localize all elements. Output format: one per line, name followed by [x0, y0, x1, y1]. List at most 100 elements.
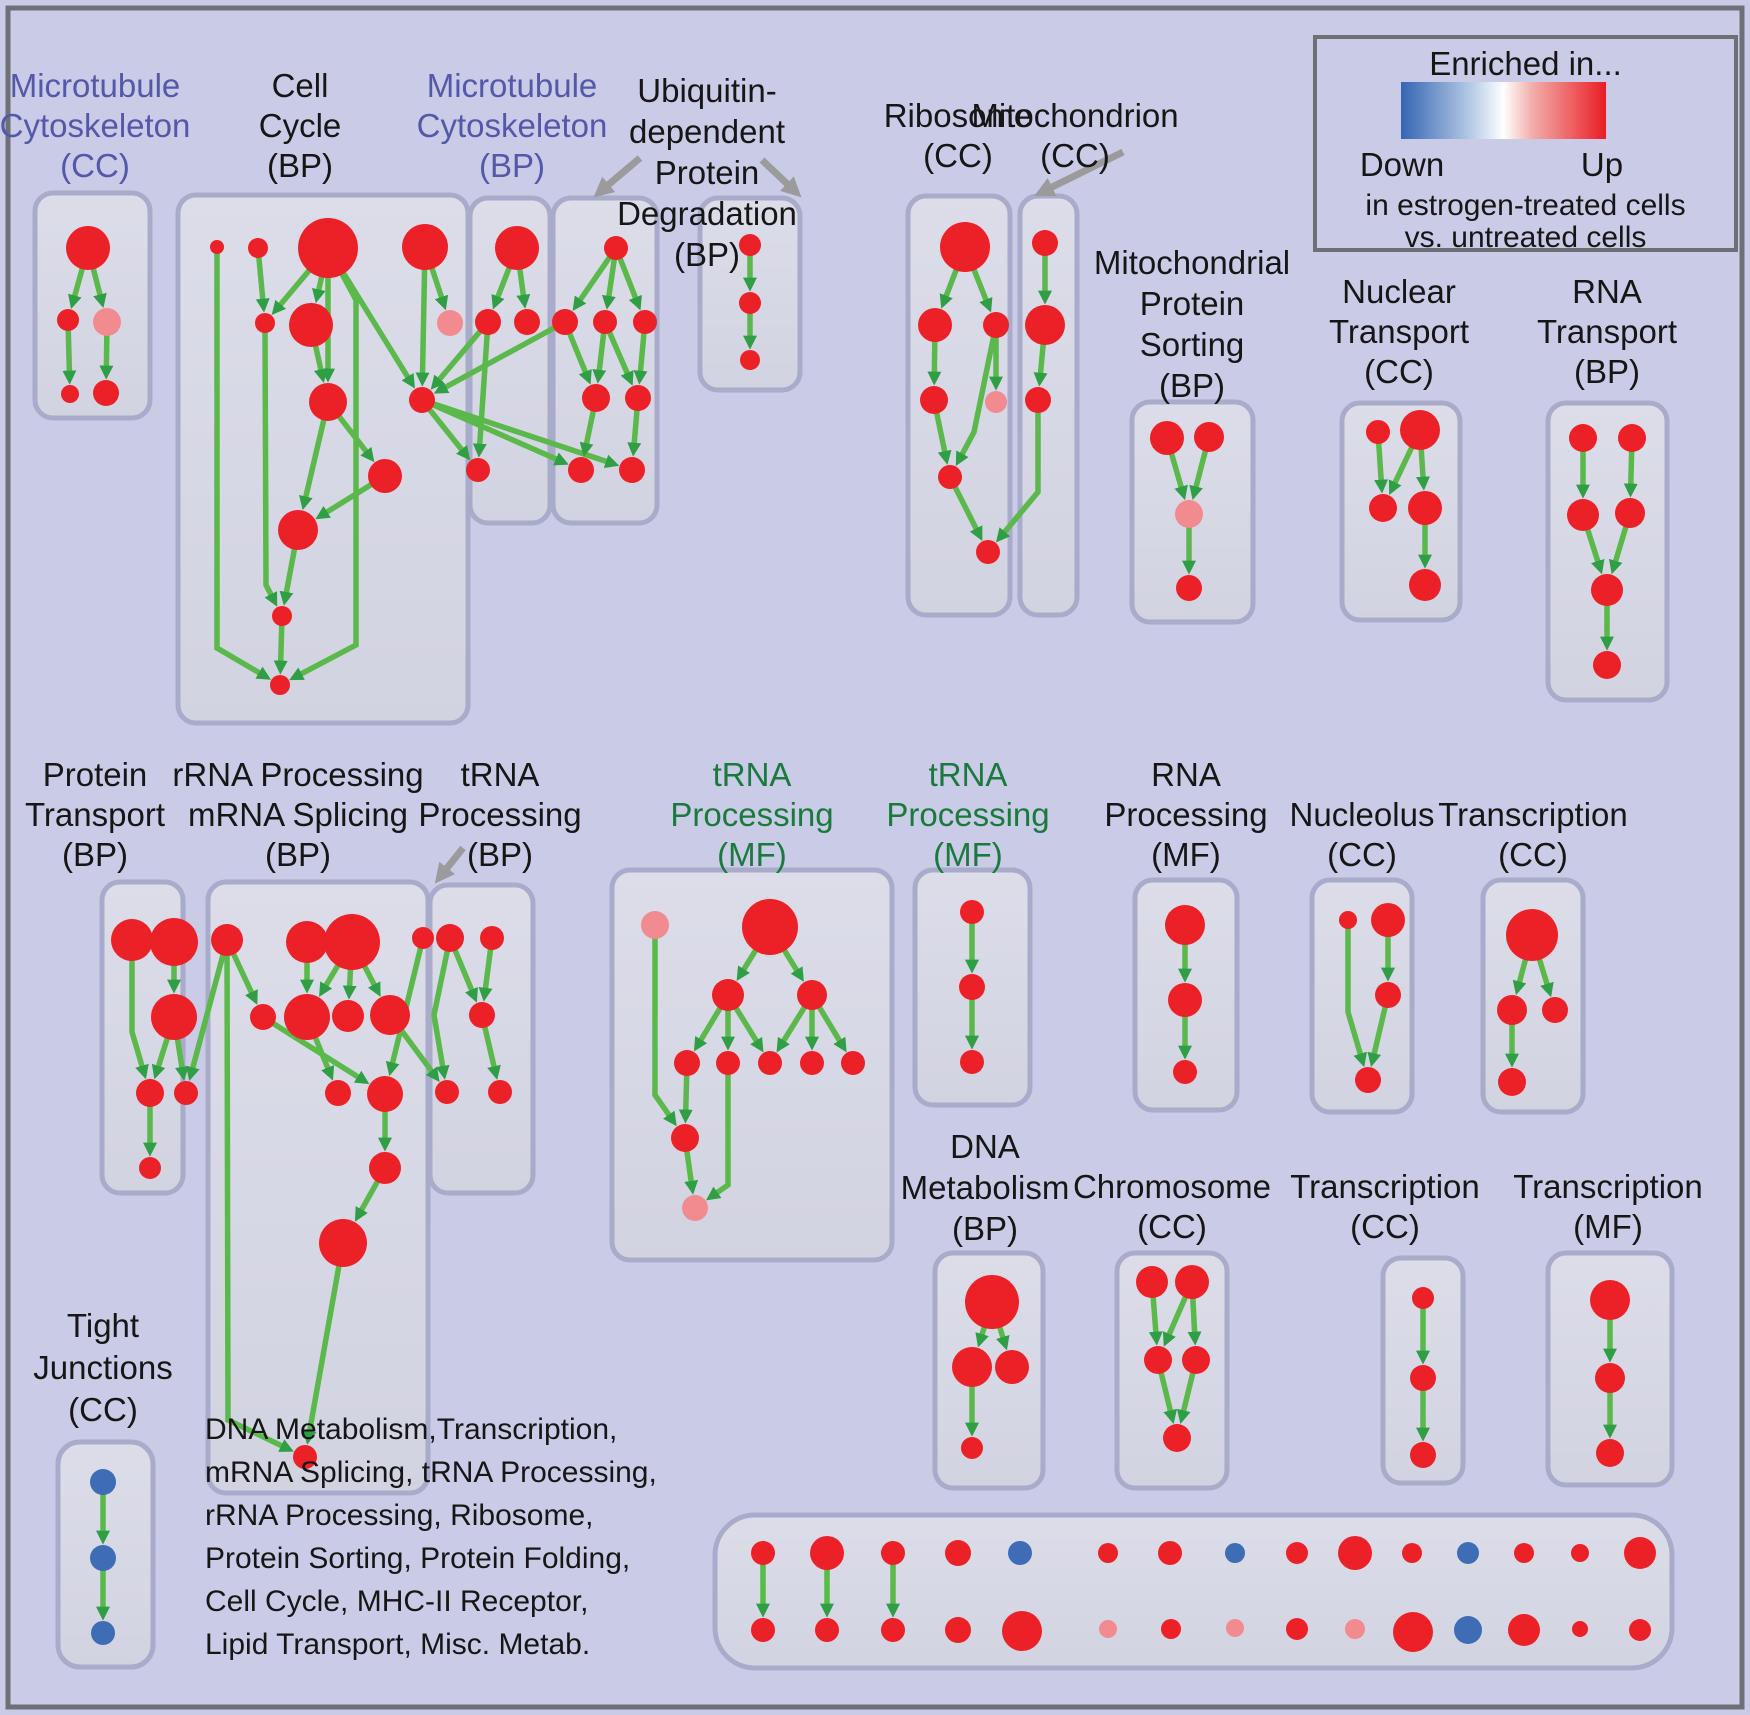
node-ribo_g [976, 540, 1000, 564]
label-chromosome-cc-line: (CC) [1137, 1208, 1207, 1245]
node-bb7b [1161, 1619, 1181, 1639]
edge-tb_a-tb_d [431, 937, 453, 1080]
node-rnat_b [1618, 424, 1646, 452]
node-mps_b [1194, 422, 1224, 452]
edge-ribo_c-ribo_f [955, 324, 999, 467]
legend-subtitle-1: in estrogen-treated cells [1365, 189, 1686, 222]
node-bb13t [1514, 1543, 1534, 1563]
box-microtubule-bp [467, 195, 553, 526]
node-bb14b [1572, 1621, 1588, 1637]
node-mtbp_c [514, 309, 540, 335]
node-mtcc_a [66, 226, 110, 270]
node-t3_b [1410, 1365, 1436, 1391]
label-mitochondrion-cc-line: Mitochondrion [971, 97, 1179, 134]
node-mtcc_d [61, 385, 79, 403]
edge-tm_pa-tm_low [652, 925, 677, 1127]
node-tm2_b [959, 974, 985, 1000]
node-rnat_d [1615, 498, 1645, 528]
label-rrna-processing-mrna-splicing-bp-line: (BP) [264, 836, 331, 873]
node-rr_n [332, 1000, 364, 1032]
node-mtbp_b [475, 309, 501, 335]
node-ubi2_b [739, 292, 761, 314]
node-bb9b [1286, 1618, 1308, 1640]
label-misc-groups-line: rRNA Processing, Ribosome, [205, 1499, 594, 1532]
label-transcription-cc-bottom-line: (CC) [1350, 1208, 1420, 1245]
node-bb14t [1571, 1544, 1589, 1562]
node-mito_b [1025, 305, 1065, 345]
label-rrna-processing-mrna-splicing-bp-line: mRNA Splicing [187, 796, 409, 833]
label-microtubule-cytoskeleton-cc-line: (CC) [60, 147, 130, 184]
label-misc-groups-line: mRNA Splicing, tRNA Processing, [205, 1456, 657, 1489]
label-trna-processing-bp-line: tRNA [460, 756, 540, 793]
node-rr_s [319, 1219, 367, 1267]
node-rr_r [369, 1152, 401, 1184]
node-bb12t [1457, 1542, 1479, 1564]
node-tm_mr [797, 980, 827, 1010]
node-ribo_f [938, 465, 962, 489]
node-t2_d [1498, 1068, 1526, 1096]
node-cc_e [255, 313, 275, 333]
label-rna-processing-mf-line: RNA [1151, 756, 1221, 793]
label-transcription-mf: Transcription (MF) [1513, 1167, 1703, 1247]
node-mito_c [1025, 387, 1051, 413]
node-tm_b4 [800, 1051, 824, 1075]
edge-rr_j-rr_q [385, 937, 426, 1077]
label-trna-processing-mf-2-line: (MF) [933, 836, 1003, 873]
node-t3_a [1412, 1287, 1434, 1309]
node-tm2_c [960, 1050, 984, 1074]
label-misc-groups: DNA Metabolism,Transcription, mRNA Splici… [205, 1408, 657, 1666]
node-nuct_e [1409, 569, 1441, 601]
label-mitochondrial-protein-sorting-bp: Mitochondrial Protein Sorting (BP) [1094, 242, 1290, 406]
label-rrna-processing-mrna-splicing-bp-line: rRNA Processing [172, 756, 424, 793]
label-rna-processing-mf: RNA Processing (MF) [1104, 755, 1267, 875]
label-transcription-cc-bottom: Transcription (CC) [1290, 1167, 1480, 1247]
label-nucleolus-cc-line: Nucleolus [1289, 796, 1435, 833]
node-rnat_c [1567, 499, 1599, 531]
node-nl_a [1339, 911, 1357, 929]
label-cell-cycle-bp: Cell Cycle (BP) [259, 66, 342, 186]
label-cell-cycle-bp-line: Cell [271, 67, 329, 104]
node-cc_l [270, 675, 290, 695]
node-bb3b [881, 1618, 905, 1642]
node-pt_a [111, 919, 153, 961]
label-rrna-processing-mrna-splicing-bp: rRNA Processing mRNA Splicing (BP) [172, 755, 423, 875]
node-ribo_d [920, 386, 948, 414]
label-dna-metabolism-bp: DNA Metabolism (BP) [901, 1126, 1070, 1249]
label-nuclear-transport-cc: Nuclear Transport (CC) [1329, 272, 1469, 392]
label-microtubule-cytoskeleton-cc-line: Microtubule [9, 67, 181, 104]
node-dm_d [961, 1437, 983, 1459]
label-ubiquitin-bp: Ubiquitin-dependent Protein Degradation (BP… [617, 70, 797, 275]
edge-rr_s-rr_t [302, 1242, 346, 1445]
node-dm_a [965, 1275, 1019, 1329]
legend-down-label: Down [1359, 146, 1445, 183]
edge-rr_f-pt_e [186, 939, 230, 1082]
node-ubi_d [633, 310, 657, 334]
node-tm2_a [960, 900, 984, 924]
label-rna-transport-bp-line: (BP) [1574, 353, 1640, 390]
legend-up-label: Up [1580, 146, 1624, 183]
label-nuclear-transport-cc-line: (CC) [1364, 353, 1434, 390]
node-cc_c [298, 218, 358, 278]
label-dna-metabolism-bp-line: Metabolism [900, 1169, 1070, 1206]
node-nuct_c [1369, 494, 1397, 522]
node-ubi_h [619, 457, 645, 483]
node-bb8b [1226, 1619, 1244, 1637]
node-rr_h [286, 921, 328, 963]
edge-ubi_b-cc_m [433, 319, 567, 394]
label-chromosome-cc-line: Chromosome [1072, 1168, 1272, 1205]
node-tm_b2 [716, 1051, 740, 1075]
node-dm_c [995, 1350, 1029, 1384]
node-rnat_a [1569, 424, 1597, 452]
label-microtubule-cytoskeleton-bp-line: Microtubule [426, 67, 598, 104]
node-ribo_a [940, 222, 990, 272]
label-mitochondrion-cc-line: (CC) [1040, 137, 1110, 174]
label-trna-processing-bp-line: (BP) [467, 836, 533, 873]
node-cc_i [368, 459, 402, 493]
label-transcription-cc-bottom-line: Transcription [1290, 1168, 1480, 1205]
node-bb15t [1624, 1537, 1656, 1569]
node-nuct_d [1408, 491, 1442, 525]
label-trna-processing-mf-1-line: Processing [670, 796, 834, 833]
node-tm_low [671, 1124, 699, 1152]
label-protein-transport-bp-line: Transport [25, 796, 165, 833]
